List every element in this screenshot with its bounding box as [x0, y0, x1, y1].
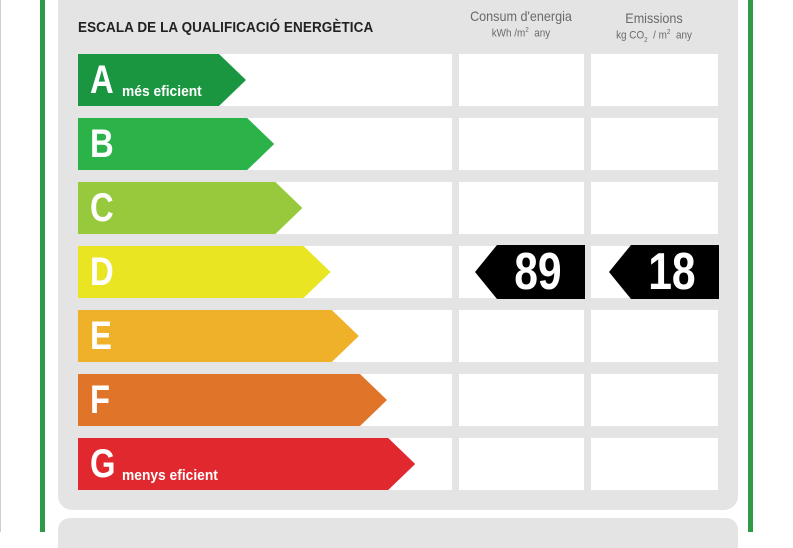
consumption-unit: kWh /m2 any — [491, 27, 551, 40]
emissions-cell-e — [591, 310, 718, 362]
consumption-indicator: 89 — [475, 245, 585, 299]
scale-title: ESCALA DE LA QUALIFICACIÓ ENERGÈTICA — [78, 20, 374, 36]
class-letter: A — [90, 58, 114, 102]
class-letter: F — [90, 378, 111, 422]
class-arrow-d: D — [78, 246, 331, 298]
consumption-cell-e — [459, 310, 584, 362]
class-letter: D — [90, 250, 114, 294]
consumption-cell-a — [459, 54, 584, 106]
consumption-cell-f — [459, 374, 584, 426]
class-sublabel: menys eficient — [122, 467, 218, 484]
frame-border-right — [748, 0, 753, 532]
frame-border-left — [40, 0, 45, 532]
class-sublabel: més eficient — [122, 83, 202, 100]
consumption-value: 89 — [514, 243, 562, 301]
class-arrow-c: C — [78, 182, 303, 234]
consumption-cell-b — [459, 118, 584, 170]
class-letter: E — [90, 314, 112, 358]
emissions-cell-f — [591, 374, 718, 426]
consumption-label: Consum d'energia — [470, 8, 572, 24]
class-letter: B — [90, 122, 114, 166]
emissions-column-header: Emissions kg CO2 / m2 any — [590, 10, 718, 44]
class-arrow-e: E — [78, 310, 359, 362]
emissions-cell-b — [591, 118, 718, 170]
emissions-cell-c — [591, 182, 718, 234]
class-arrow-f: F — [78, 374, 387, 426]
emissions-cell-g — [591, 438, 718, 490]
class-letter: G — [90, 442, 116, 486]
emissions-cell-a — [591, 54, 718, 106]
class-letter: C — [90, 186, 114, 230]
emissions-value: 18 — [648, 243, 696, 301]
emissions-indicator: 18 — [609, 245, 719, 299]
emissions-unit: kg CO2 / m2 any — [616, 29, 692, 44]
page-edge — [0, 0, 1, 532]
emissions-label: Emissions — [625, 10, 683, 26]
consumption-cell-g — [459, 438, 584, 490]
next-panel — [58, 518, 738, 548]
consumption-column-header: Consum d'energia kWh /m2 any — [458, 8, 584, 40]
consumption-cell-c — [459, 182, 584, 234]
class-arrow-b: B — [78, 118, 275, 170]
